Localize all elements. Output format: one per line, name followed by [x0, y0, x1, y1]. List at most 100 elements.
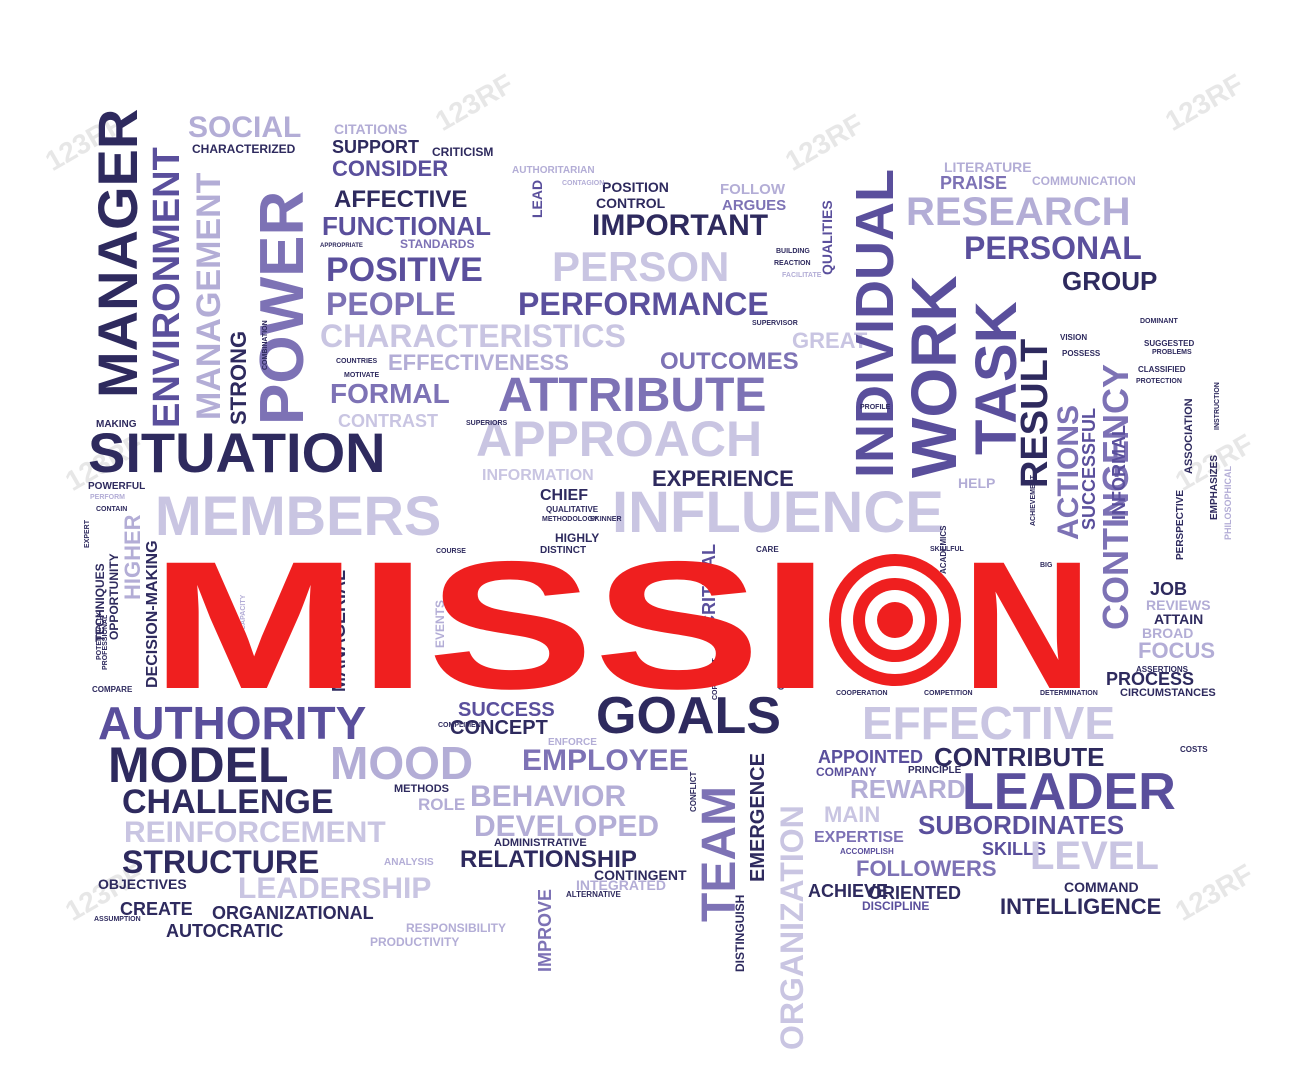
cloud-word-relationship: RELATIONSHIP — [460, 846, 637, 873]
cloud-word-compliment: COMPLIMENT — [438, 722, 486, 729]
cloud-word-members: MEMBERS — [155, 484, 442, 547]
cloud-word-skinner: SKINNER — [590, 516, 622, 523]
cloud-word-classified: CLASSIFIED — [1138, 365, 1186, 374]
cloud-word-leader: LEADER — [962, 763, 1176, 821]
cloud-word-discipline: DISCIPLINE — [862, 899, 930, 913]
cloud-word-expertise: EXPERTISE — [814, 829, 904, 846]
cloud-word-compare: COMPARE — [92, 685, 133, 694]
cloud-word-broad: BROAD — [1142, 625, 1194, 641]
cloud-word-research: RESEARCH — [906, 190, 1131, 234]
cloud-word-attribute: ATTRIBUTE — [498, 369, 767, 422]
cloud-word-making: MAKING — [96, 419, 137, 430]
cloud-word-attain: ATTAIN — [1154, 611, 1204, 627]
cloud-word-person: PERSON — [552, 243, 730, 290]
cloud-word-profile: PROFILE — [860, 404, 891, 411]
cloud-word-concept: CONCEPT — [450, 717, 548, 739]
cloud-word-big: BIG — [1040, 562, 1053, 569]
cloud-word-leadership: LEADERSHIP — [238, 872, 432, 905]
cloud-word-enforce: ENFORCE — [548, 737, 597, 748]
cloud-word-praise: PRAISE — [940, 173, 1008, 193]
cloud-word-process: PROCESS — [1106, 669, 1195, 689]
cloud-word-mood: MOOD — [330, 737, 474, 789]
cloud-word-control: CONTROL — [596, 195, 666, 211]
cloud-word-followers: FOLLOWERS — [856, 856, 997, 881]
cloud-word-powerful: POWERFUL — [88, 481, 146, 492]
cloud-word-influence: INFLUENCE — [612, 480, 944, 545]
cloud-word-superiors: SUPERIORS — [466, 420, 508, 427]
cloud-word-formal: FORMAL — [330, 378, 450, 409]
cloud-word-appropriate: APPROPRIATE — [320, 243, 363, 249]
cloud-word-communication: COMMUNICATION — [1032, 174, 1136, 188]
cloud-word-costs: COSTS — [1180, 745, 1208, 754]
cloud-word-objectives: OBJECTIVES — [98, 876, 187, 892]
cloud-word-responsibility: RESPONSIBILITY — [406, 921, 507, 935]
cloud-word-argues: ARGUES — [722, 197, 787, 214]
cloud-word-functional: FUNCTIONAL — [322, 211, 491, 241]
cloud-word-outcomes: OUTCOMES — [660, 348, 799, 375]
cloud-word-important: IMPORTANT — [592, 209, 769, 242]
cloud-word-supervisor: SUPERVISOR — [752, 320, 798, 327]
cloud-word-goals: GOALS — [596, 687, 781, 745]
cloud-word-information: INFORMATION — [482, 467, 594, 484]
cloud-word-intelligence: INTELLIGENCE — [1000, 894, 1162, 919]
cloud-word-protection: PROTECTION — [1136, 378, 1182, 385]
mission-word-tail: N — [962, 523, 1092, 727]
mission-word: MISSI — [150, 523, 830, 727]
cloud-word-analysis: ANALYSIS — [384, 857, 434, 868]
cloud-word-methodology: METHODOLOGY — [542, 516, 598, 523]
target-icon — [829, 554, 961, 686]
cloud-word-contingent: CONTINGENT — [594, 867, 687, 883]
cloud-word-behavior: BEHAVIOR — [470, 780, 627, 813]
cloud-word-contagion: CONTAGION — [562, 180, 605, 187]
cloud-word-skillful: SKILLFUL — [930, 546, 964, 553]
cloud-word-personal: PERSONAL — [964, 230, 1142, 266]
cloud-word-course: COURSE — [436, 548, 466, 555]
cloud-word-care: CARE — [756, 545, 779, 554]
cloud-word-effective: EFFECTIVE — [862, 697, 1116, 749]
cloud-word-group: GROUP — [1062, 266, 1158, 296]
cloud-word-methods: METHODS — [394, 783, 449, 795]
cloud-word-help: HELP — [958, 475, 996, 491]
cloud-word-focus: FOCUS — [1138, 638, 1215, 663]
cloud-word-circumstances: CIRCUMSTANCES — [1120, 687, 1216, 699]
cloud-word-command: COMMAND — [1064, 879, 1139, 895]
cloud-word-role: ROLE — [418, 795, 466, 814]
cloud-word-assertions: ASSERTIONS — [1136, 665, 1189, 674]
cloud-word-company: COMPANY — [816, 765, 877, 779]
cloud-word-contribute: CONTRIBUTE — [934, 742, 1105, 772]
cloud-word-contrast: CONTRAST — [338, 411, 438, 431]
cloud-word-challenge: CHALLENGE — [122, 783, 334, 821]
cloud-word-motivate: MOTIVATE — [344, 372, 380, 379]
cloud-word-competition: COMPETITION — [924, 690, 973, 697]
cloud-word-criticism: CRITICISM — [432, 145, 494, 159]
cloud-word-countries: COUNTRIES — [336, 358, 378, 365]
cloud-word-follow: FOLLOW — [720, 181, 785, 198]
cloud-word-oriented: ORIENTED — [868, 883, 962, 903]
cloud-word-subordinates: SUBORDINATES — [918, 810, 1125, 840]
cloud-word-great: GREAT — [792, 328, 868, 353]
cloud-word-reward: REWARD — [850, 774, 966, 804]
target-ring — [877, 602, 913, 638]
cloud-word-positive: POSITIVE — [326, 251, 483, 289]
cloud-word-citations: CITATIONS — [334, 121, 408, 137]
cloud-word-integrated: INTEGRATED — [576, 877, 666, 893]
cloud-word-standards: STANDARDS — [400, 237, 475, 251]
cloud-word-assumption: ASSUMPTION — [94, 916, 141, 923]
cloud-word-level: LEVEL — [1030, 834, 1159, 878]
cloud-word-people: PEOPLE — [326, 286, 456, 322]
cloud-word-facilitate: FACILITATE — [782, 272, 822, 279]
cloud-word-characterized: CHARACTERIZED — [192, 142, 296, 156]
cloud-word-consider: CONSIDER — [332, 156, 449, 181]
cloud-word-performance: PERFORMANCE — [518, 286, 769, 322]
cloud-word-main: MAIN — [824, 802, 881, 827]
cloud-word-situation: SITUATION — [88, 421, 386, 484]
cloud-word-building: BUILDING — [776, 248, 810, 255]
cloud-word-approach: APPROACH — [476, 411, 763, 467]
cloud-word-cooperation: COOPERATION — [836, 690, 888, 697]
cloud-word-job: JOB — [1150, 579, 1188, 599]
cloud-word-create: CREATE — [120, 899, 193, 919]
cloud-word-reinforcement: REINFORCEMENT — [124, 816, 386, 849]
cloud-word-chief: CHIEF — [540, 487, 588, 504]
cloud-word-appointed: APPOINTED — [818, 747, 924, 767]
